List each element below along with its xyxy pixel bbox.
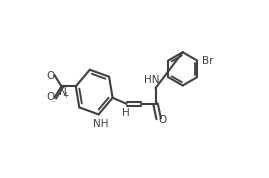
Text: Br: Br — [202, 56, 214, 66]
Text: O: O — [47, 92, 55, 102]
Text: +: + — [63, 91, 69, 100]
Text: HN: HN — [144, 75, 160, 85]
Text: O: O — [47, 70, 55, 80]
Text: H: H — [122, 108, 130, 118]
Text: O: O — [158, 115, 167, 125]
Text: NH: NH — [93, 119, 109, 129]
Text: ⁻: ⁻ — [51, 98, 55, 107]
Text: N: N — [59, 87, 67, 97]
